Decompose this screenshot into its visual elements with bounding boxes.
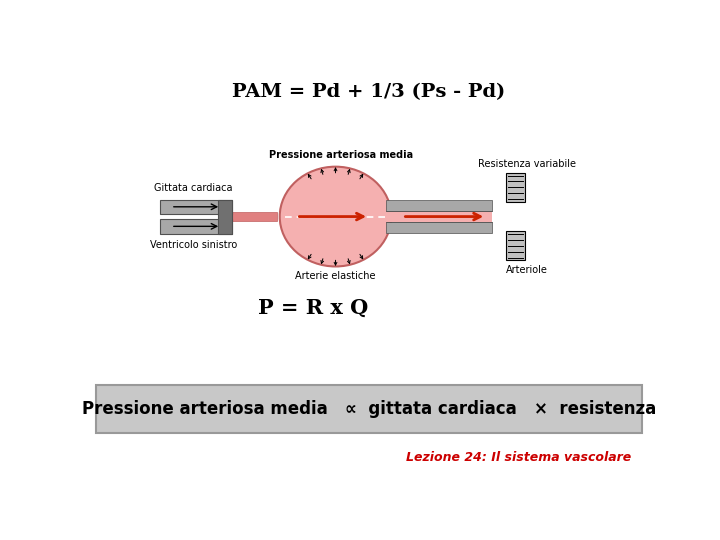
FancyBboxPatch shape xyxy=(230,212,277,221)
Text: PAM = Pd + 1/3 (Ps - Pd): PAM = Pd + 1/3 (Ps - Pd) xyxy=(233,84,505,102)
FancyBboxPatch shape xyxy=(505,173,526,202)
Text: Pressione arteriosa media: Pressione arteriosa media xyxy=(269,151,413,160)
FancyBboxPatch shape xyxy=(218,199,233,234)
Text: Pressione arteriosa media   ∝  gittata cardiaca   ×  resistenza: Pressione arteriosa media ∝ gittata card… xyxy=(82,400,656,417)
Text: Gittata cardiaca: Gittata cardiaca xyxy=(154,183,233,193)
FancyBboxPatch shape xyxy=(386,200,492,211)
FancyBboxPatch shape xyxy=(96,385,642,433)
Text: Ventricolo sinistro: Ventricolo sinistro xyxy=(150,240,237,250)
Text: Arterie elastiche: Arterie elastiche xyxy=(295,272,376,281)
Text: Lezione 24: Il sistema vascolare: Lezione 24: Il sistema vascolare xyxy=(406,451,631,464)
Text: P = R x Q: P = R x Q xyxy=(258,298,369,318)
Text: Arteriole: Arteriole xyxy=(505,265,548,275)
FancyBboxPatch shape xyxy=(505,231,526,260)
FancyBboxPatch shape xyxy=(386,222,492,233)
FancyBboxPatch shape xyxy=(160,219,233,234)
Text: Resistenza variabile: Resistenza variabile xyxy=(477,159,575,170)
FancyBboxPatch shape xyxy=(386,211,492,222)
FancyBboxPatch shape xyxy=(160,199,233,214)
Ellipse shape xyxy=(279,167,392,266)
